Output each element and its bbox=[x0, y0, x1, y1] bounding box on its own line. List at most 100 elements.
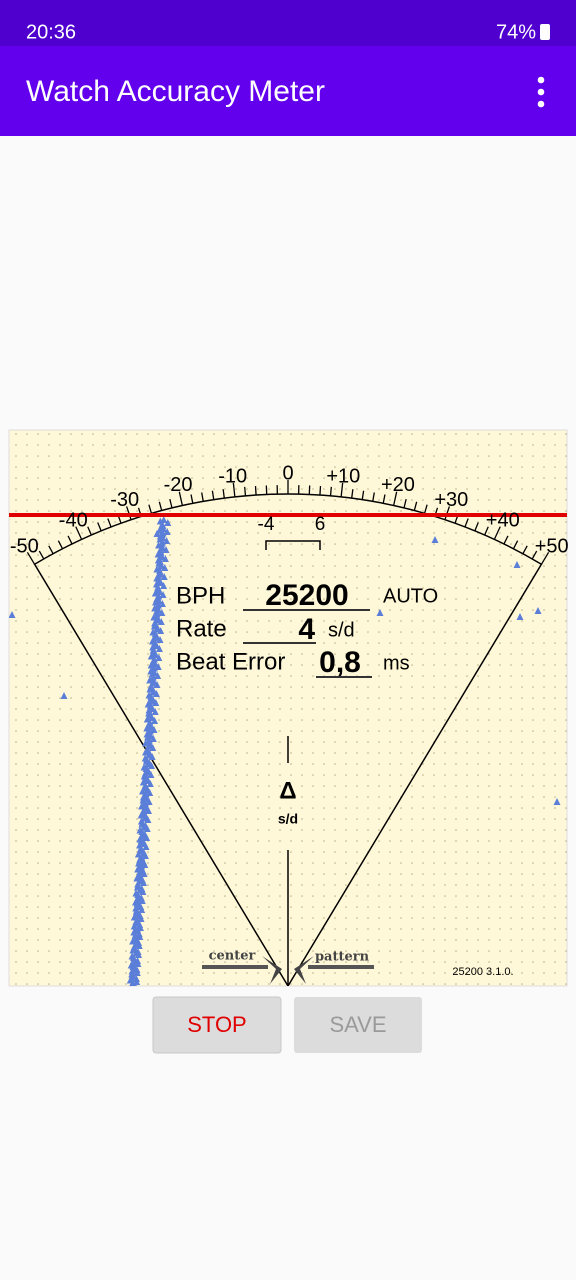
beat-point bbox=[140, 805, 148, 813]
beat-point bbox=[133, 874, 141, 882]
beat-error-value: 0,8 bbox=[319, 646, 361, 679]
beat-point bbox=[153, 681, 161, 688]
beat-point bbox=[130, 982, 135, 986]
dial-tick bbox=[48, 545, 54, 555]
beat-point bbox=[153, 607, 161, 615]
beat-point bbox=[159, 525, 167, 532]
beat-point bbox=[129, 985, 131, 986]
beat-point bbox=[134, 984, 137, 986]
beat-point bbox=[150, 726, 158, 733]
delta-symbol: Δ bbox=[279, 777, 296, 804]
beat-point bbox=[513, 561, 521, 568]
dial-label: -20 bbox=[164, 474, 193, 496]
dial-tick bbox=[222, 489, 225, 499]
dial-tick bbox=[531, 550, 538, 560]
beat-point bbox=[128, 967, 136, 975]
beat-point bbox=[145, 706, 153, 714]
beat-point bbox=[143, 730, 151, 738]
dial-tick bbox=[351, 489, 354, 499]
beat-point bbox=[157, 562, 165, 570]
beat-point bbox=[142, 739, 150, 747]
dial-tick bbox=[232, 482, 236, 497]
beat-point bbox=[553, 798, 561, 805]
beat-point bbox=[60, 692, 68, 699]
battery-icon bbox=[540, 24, 550, 40]
beat-point bbox=[143, 834, 151, 841]
beat-point bbox=[516, 613, 524, 620]
dial-tick bbox=[474, 522, 479, 532]
delta-unit: s/d bbox=[278, 811, 298, 827]
dial-tick bbox=[190, 494, 194, 504]
bph-label: BPH bbox=[176, 582, 225, 609]
beat-point bbox=[155, 588, 163, 595]
dial-label: -40 bbox=[59, 509, 88, 531]
dial-tick bbox=[57, 540, 64, 550]
beat-point bbox=[146, 780, 154, 787]
dial-label: -30 bbox=[110, 489, 139, 511]
dial-label: +10 bbox=[326, 465, 360, 487]
stop-button[interactable] bbox=[152, 996, 282, 1054]
save-button[interactable] bbox=[294, 997, 422, 1053]
beat-point bbox=[144, 816, 152, 823]
beat-point bbox=[135, 859, 143, 867]
beat-error-unit: ms bbox=[383, 652, 410, 674]
center-label: center bbox=[209, 949, 256, 964]
beat-point bbox=[147, 697, 155, 705]
pattern-label: pattern bbox=[315, 950, 370, 965]
beat-point bbox=[137, 915, 145, 922]
beat-point bbox=[162, 546, 170, 553]
beat-point bbox=[135, 942, 143, 949]
beat-point bbox=[160, 573, 168, 580]
dial-tick bbox=[329, 486, 332, 496]
dial-label: +40 bbox=[486, 509, 520, 531]
dial-label: +20 bbox=[381, 474, 415, 496]
beat-point bbox=[139, 793, 147, 801]
beat-point bbox=[129, 937, 137, 945]
beat-point bbox=[146, 676, 154, 684]
dial-tick bbox=[464, 518, 469, 528]
beat-point bbox=[141, 852, 149, 859]
clock: 20:36 bbox=[26, 21, 76, 43]
beat-point bbox=[132, 975, 140, 982]
dial-tick bbox=[148, 504, 153, 514]
dial-tick bbox=[38, 550, 45, 560]
dial-label: -50 bbox=[10, 535, 39, 557]
beat-point bbox=[146, 685, 154, 693]
dial-tick bbox=[423, 504, 428, 514]
marker-label: -4 bbox=[258, 514, 275, 535]
dial-tick bbox=[244, 486, 247, 496]
beat-point bbox=[142, 843, 150, 850]
beat-point bbox=[157, 618, 165, 625]
dial-tick bbox=[340, 482, 344, 497]
beat-point bbox=[144, 807, 152, 814]
dial-tick bbox=[67, 535, 73, 545]
beat-point bbox=[146, 789, 154, 796]
bph-value: 25200 bbox=[265, 579, 348, 612]
beat-point bbox=[140, 879, 148, 886]
beat-point bbox=[134, 960, 142, 967]
overflow-menu[interactable] bbox=[537, 76, 545, 108]
beat-point bbox=[149, 735, 157, 742]
beat-point bbox=[132, 904, 140, 912]
save-button-label[interactable]: SAVE bbox=[329, 1012, 386, 1037]
stop-button-label[interactable]: STOP bbox=[187, 1012, 247, 1037]
beat-point bbox=[158, 553, 166, 561]
beat-point bbox=[136, 868, 144, 876]
version: 25200 3.1.0. bbox=[452, 966, 513, 978]
dial-tick bbox=[26, 551, 36, 565]
pattern-arrow bbox=[294, 956, 374, 984]
beat-point bbox=[151, 589, 159, 597]
rate-value: 4 bbox=[298, 613, 315, 646]
beat-point bbox=[138, 897, 146, 904]
app-bar bbox=[0, 46, 576, 136]
beat-point bbox=[534, 607, 542, 614]
dial-tick bbox=[97, 522, 102, 532]
dial-tick bbox=[503, 535, 509, 545]
beat-point bbox=[154, 672, 162, 679]
dial-tick bbox=[393, 491, 398, 506]
beat-point bbox=[158, 600, 166, 607]
beat-point bbox=[158, 609, 166, 616]
dial-tick bbox=[484, 526, 489, 536]
